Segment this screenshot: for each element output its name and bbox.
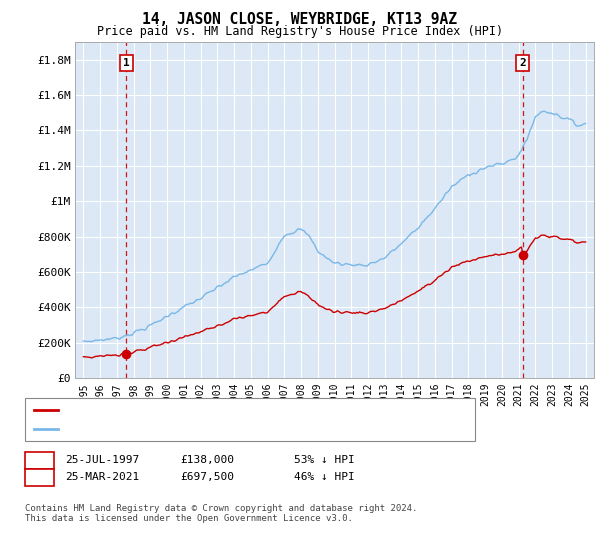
Text: 1: 1 bbox=[123, 58, 130, 68]
Text: £697,500: £697,500 bbox=[180, 472, 234, 482]
Text: Price paid vs. HM Land Registry's House Price Index (HPI): Price paid vs. HM Land Registry's House … bbox=[97, 25, 503, 38]
Text: 1: 1 bbox=[36, 455, 43, 465]
Text: £138,000: £138,000 bbox=[180, 455, 234, 465]
Text: 25-MAR-2021: 25-MAR-2021 bbox=[65, 472, 139, 482]
Text: 2: 2 bbox=[519, 58, 526, 68]
Text: 46% ↓ HPI: 46% ↓ HPI bbox=[294, 472, 355, 482]
Text: 53% ↓ HPI: 53% ↓ HPI bbox=[294, 455, 355, 465]
Text: HPI: Average price, detached house, Elmbridge: HPI: Average price, detached house, Elmb… bbox=[62, 424, 344, 434]
Text: Contains HM Land Registry data © Crown copyright and database right 2024.
This d: Contains HM Land Registry data © Crown c… bbox=[25, 504, 418, 524]
Text: 2: 2 bbox=[36, 472, 43, 482]
Text: 14, JASON CLOSE, WEYBRIDGE, KT13 9AZ (detached house): 14, JASON CLOSE, WEYBRIDGE, KT13 9AZ (de… bbox=[62, 405, 394, 415]
Text: 14, JASON CLOSE, WEYBRIDGE, KT13 9AZ: 14, JASON CLOSE, WEYBRIDGE, KT13 9AZ bbox=[143, 12, 458, 27]
Text: 25-JUL-1997: 25-JUL-1997 bbox=[65, 455, 139, 465]
